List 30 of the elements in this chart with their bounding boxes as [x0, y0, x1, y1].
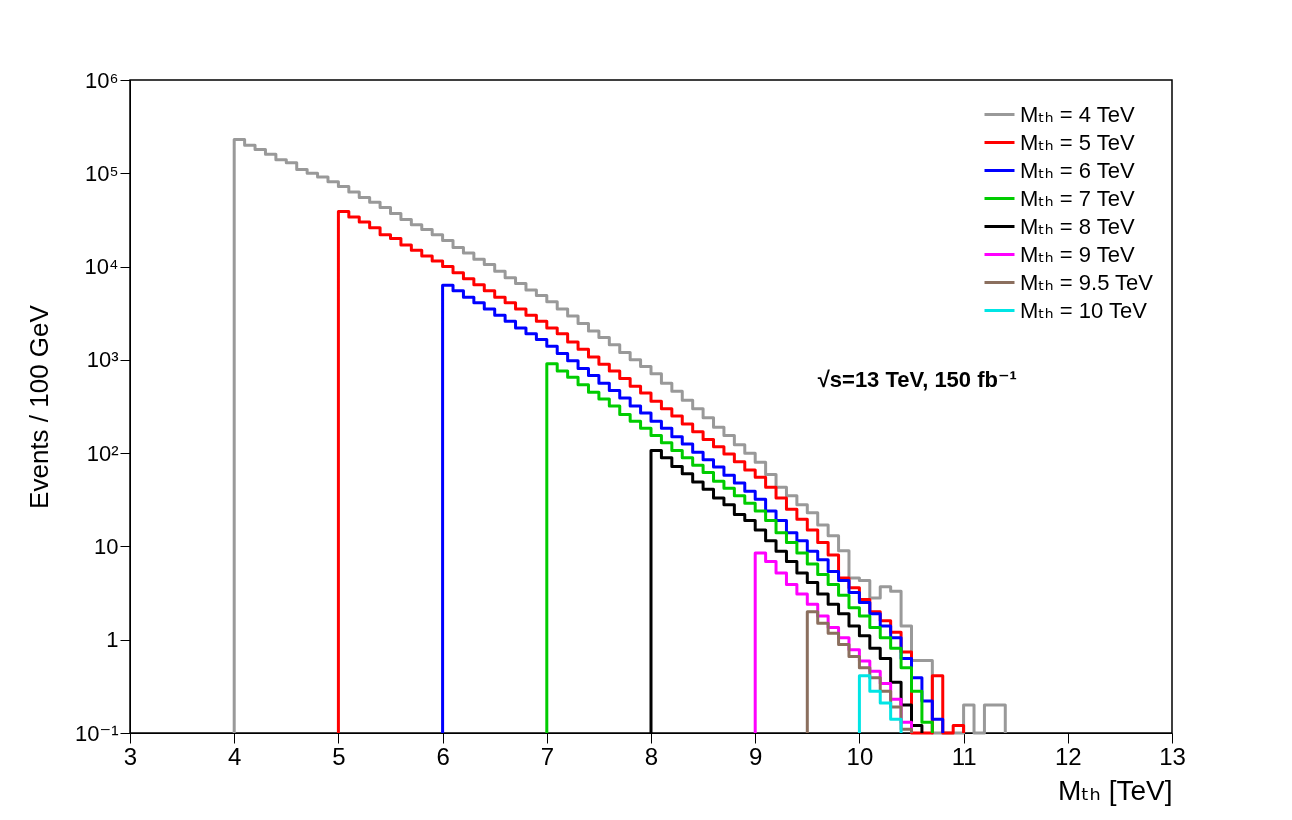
legend-label: Mₜₕ = 10 TeV [1020, 297, 1148, 323]
y-tick-label: 10⁵ [84, 160, 119, 186]
x-tick-label: 8 [644, 742, 659, 770]
x-axis-title: Mₜₕ [TeV] [1058, 774, 1173, 806]
legend-label: Mₜₕ = 6 TeV [1020, 157, 1135, 183]
x-tick-label: 12 [1054, 742, 1082, 770]
x-tick-label: 5 [332, 742, 346, 770]
legend-label: Mₜₕ = 8 TeV [1020, 213, 1135, 239]
annotation: √s=13 TeV, 150 fb⁻¹ [817, 367, 1017, 393]
y-tick-label: 10⁴ [84, 254, 119, 280]
y-tick-label: 10² [86, 440, 119, 466]
x-tick-label: 9 [749, 742, 763, 770]
legend-label: Mₜₕ = 4 TeV [1020, 101, 1135, 127]
x-tick-label: 11 [951, 742, 977, 770]
legend-label: Mₜₕ = 9 TeV [1020, 241, 1135, 267]
x-tick-label: 3 [123, 742, 138, 770]
x-tick-label: 10 [846, 742, 874, 770]
y-tick-label: 1 [106, 627, 119, 653]
y-tick-label: 10⁻¹ [75, 720, 119, 746]
x-tick-label: 7 [540, 742, 554, 770]
x-tick-label: 4 [228, 742, 242, 770]
legend-label: Mₜₕ = 7 TeV [1020, 185, 1135, 211]
legend-label: Mₜₕ = 5 TeV [1020, 129, 1135, 155]
y-tick-label: 10³ [86, 347, 119, 373]
x-tick-label: 6 [436, 742, 450, 770]
y-tick-label: 10⁶ [84, 67, 119, 93]
y-tick-label: 10 [94, 533, 119, 559]
x-tick-label: 13 [1159, 742, 1186, 770]
legend-label: Mₜₕ = 9.5 TeV [1020, 269, 1154, 295]
y-axis-title: Events / 100 GeV [24, 304, 55, 509]
